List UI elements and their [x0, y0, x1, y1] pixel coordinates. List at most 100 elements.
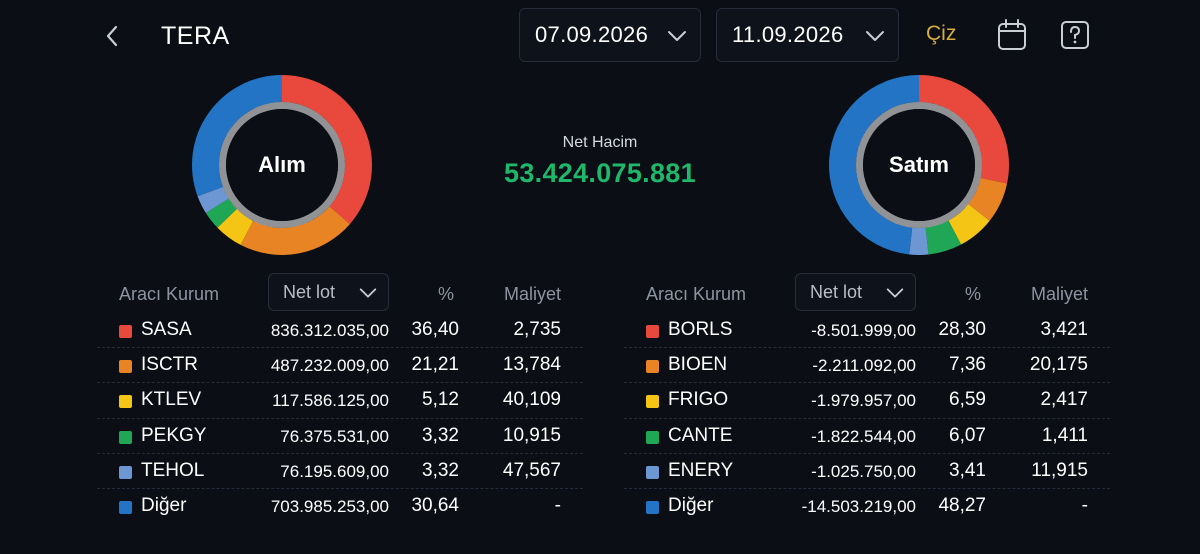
- color-swatch: [119, 465, 132, 479]
- cost-value: 13,784: [502, 354, 561, 376]
- net-lot-value: -14.503.219,00: [801, 496, 916, 516]
- broker-name: BORLS: [668, 319, 733, 340]
- table-row[interactable]: ISCTR 487.232.009,00 21,21 13,784: [97, 348, 583, 384]
- table-row[interactable]: SASA 836.312.035,00 36,40 2,735: [97, 313, 583, 349]
- percent-column-header: %: [965, 284, 982, 304]
- color-swatch: [646, 430, 659, 444]
- net-lot-value: 76.195.609,00: [280, 461, 389, 481]
- net-lot-value: -2.211.092,00: [812, 356, 916, 376]
- buy-sort-select[interactable]: Net lot: [268, 273, 389, 311]
- donut-segment: [282, 75, 372, 225]
- broker-name: KTLEV: [141, 389, 202, 411]
- percent-value: 21,21: [411, 354, 459, 376]
- percent-value: 30,64: [411, 494, 459, 516]
- percent-value: 6,07: [949, 424, 986, 446]
- color-swatch: [646, 395, 659, 409]
- sort-select-value: Net lot: [283, 281, 336, 302]
- broker-name: CANTE: [668, 424, 733, 446]
- cost-value: 40,109: [502, 389, 561, 411]
- donut-hole: [863, 109, 975, 221]
- broker-name: BIOEN: [668, 354, 728, 376]
- broker-name: Diğer: [668, 494, 714, 516]
- net-lot-value: -1.979.957,00: [811, 391, 916, 411]
- chevron-left-icon: [106, 25, 118, 47]
- table-header: Aracı Kurum Net lot % Maliyet: [97, 273, 583, 313]
- sell-donut-chart: Satım: [827, 73, 1011, 257]
- percent-value: 3,41: [949, 459, 986, 481]
- draw-button[interactable]: Çiz: [926, 22, 957, 45]
- start-date-select[interactable]: 07.09.2026: [519, 8, 701, 62]
- donut-segment: [925, 220, 962, 255]
- net-lot-value: 117.586.125,00: [272, 391, 389, 411]
- donut-segment: [192, 75, 282, 197]
- chevron-down-icon: [866, 31, 884, 41]
- net-lot-value: -8.501.999,00: [811, 321, 916, 340]
- cost-value: 1,411: [1041, 424, 1088, 446]
- cost-value: 2,735: [513, 319, 561, 340]
- start-date-value: 07.09.2026: [535, 22, 649, 47]
- cost-value: -: [1081, 494, 1088, 516]
- percent-column-header: %: [438, 284, 455, 304]
- net-volume-value: 53.424.075.881: [504, 158, 696, 188]
- table-row[interactable]: PEKGY 76.375.531,00 3,32 10,915: [97, 419, 583, 454]
- table-row[interactable]: TEHOL 76.195.609,00 3,32 47,567: [97, 454, 583, 489]
- cost-column-header: Maliyet: [1030, 284, 1088, 304]
- color-swatch: [646, 500, 659, 514]
- net-lot-value: -1.025.750,00: [811, 461, 916, 481]
- net-lot-value: 703.985.253,00: [270, 496, 389, 516]
- table-header: Aracı Kurum Net lot % Maliyet: [624, 273, 1110, 313]
- chevron-down-icon: [668, 31, 686, 41]
- cost-value: -: [554, 494, 561, 516]
- donut-segment: [909, 227, 929, 255]
- broker-name: FRIGO: [668, 389, 729, 411]
- broker-name: PEKGY: [141, 424, 207, 446]
- donut-hole: [226, 109, 338, 221]
- table-row[interactable]: BORLS -8.501.999,00 28,30 3,421: [624, 313, 1110, 349]
- color-swatch: [119, 500, 132, 514]
- cost-value: 10,915: [502, 424, 561, 446]
- cost-value: 47,567: [502, 459, 561, 481]
- net-volume-summary: Net Hacim 53.424.075.881: [450, 134, 750, 189]
- percent-value: 7,36: [949, 354, 986, 376]
- color-swatch: [119, 360, 132, 374]
- broker-name: Diğer: [141, 494, 187, 516]
- sell-broker-table: Aracı Kurum Net lot % Maliyet BORLS -8.50…: [624, 273, 1110, 524]
- donut-segment: [829, 75, 919, 255]
- percent-value: 3,32: [422, 459, 459, 481]
- percent-value: 28,30: [938, 319, 986, 340]
- donut-segment: [240, 206, 350, 255]
- broker-name: ISCTR: [141, 354, 198, 376]
- percent-value: 5,12: [422, 389, 459, 411]
- cost-value: 2,417: [1040, 389, 1088, 411]
- back-button[interactable]: [98, 20, 126, 52]
- calendar-icon: [998, 19, 1026, 50]
- sell-sort-select[interactable]: Net lot: [795, 273, 916, 311]
- net-lot-value: 76.375.531,00: [280, 426, 389, 446]
- broker-name: TEHOL: [141, 459, 205, 481]
- table-row[interactable]: ENERY -1.025.750,00 3,41 11,915: [624, 454, 1110, 489]
- table-row[interactable]: Diğer -14.503.219,00 48,27 -: [624, 489, 1110, 524]
- cost-value: 11,915: [1031, 459, 1088, 481]
- table-row[interactable]: BIOEN -2.211.092,00 7,36 20,175: [624, 348, 1110, 384]
- buy-donut-chart: Alım: [190, 73, 374, 257]
- help-button[interactable]: [1059, 18, 1091, 52]
- broker-column-header: Aracı Kurum: [119, 284, 220, 304]
- end-date-select[interactable]: 11.09.2026: [716, 8, 899, 62]
- table-row[interactable]: KTLEV 117.586.125,00 5,12 40,109: [97, 383, 583, 419]
- table-row[interactable]: FRIGO -1.979.957,00 6,59 2,417: [624, 383, 1110, 419]
- table-row[interactable]: Diğer 703.985.253,00 30,64 -: [97, 489, 583, 524]
- color-swatch: [119, 325, 132, 338]
- cost-value: 20,175: [1029, 354, 1088, 376]
- cost-value: 3,421: [1040, 319, 1088, 340]
- table-row[interactable]: CANTE -1.822.544,00 6,07 1,411: [624, 419, 1110, 454]
- net-lot-value: 487.232.009,00: [270, 356, 389, 376]
- page-title: TERA: [161, 22, 230, 50]
- broker-name: SASA: [141, 319, 192, 340]
- chevron-down-icon: [359, 288, 377, 298]
- question-mark-icon: [1061, 21, 1089, 49]
- calendar-button[interactable]: [996, 18, 1028, 52]
- end-date-value: 11.09.2026: [732, 22, 844, 47]
- buy-broker-table: Aracı Kurum Net lot % Maliyet SASA 836.31…: [97, 273, 583, 524]
- broker-column-header: Aracı Kurum: [646, 284, 747, 304]
